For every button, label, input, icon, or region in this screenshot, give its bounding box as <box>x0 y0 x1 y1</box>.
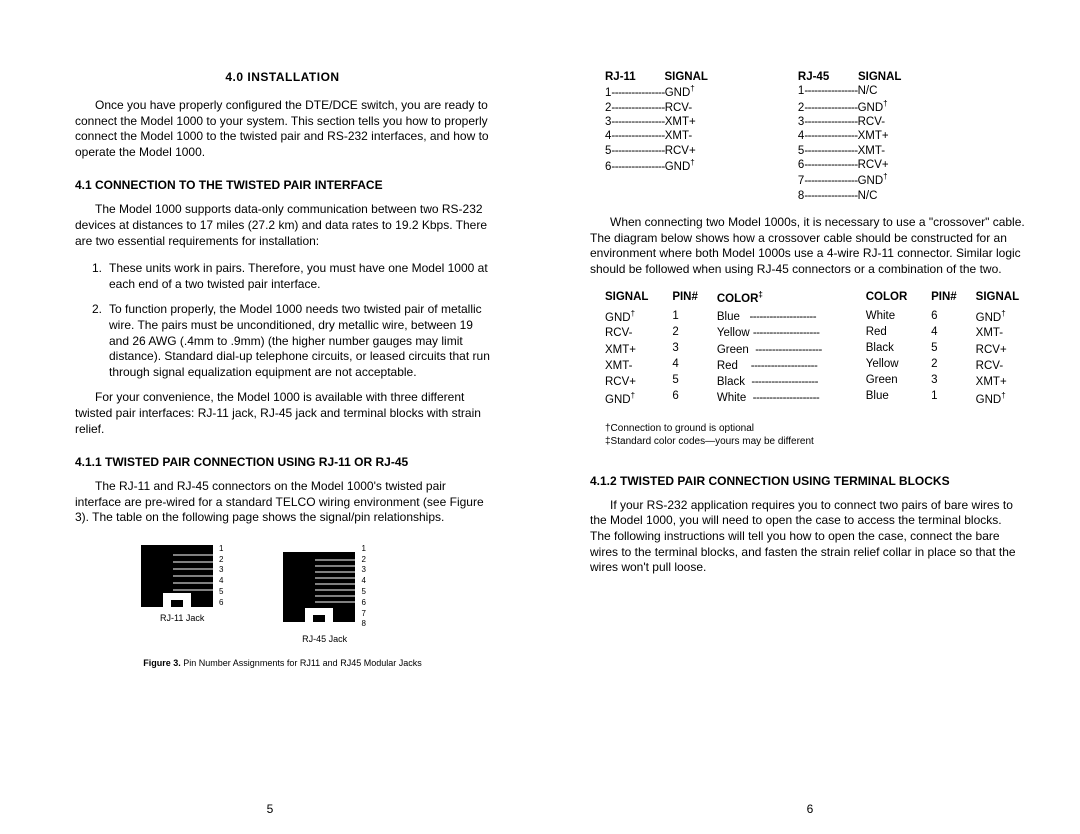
heading-412: 4.1.2 TWISTED PAIR CONNECTION USING TERM… <box>590 474 1025 488</box>
table-row: 3----------------RCV- <box>798 115 902 129</box>
table-cell: GND† <box>976 390 1025 408</box>
table-cell: RCV- <box>976 358 1025 374</box>
table-cell: GND† <box>605 308 654 326</box>
rj11-pin-numbers: 123456 <box>219 544 223 609</box>
figure-3-caption: Figure 3. Pin Number Assignments for RJ1… <box>75 658 490 668</box>
table-cell: 1 <box>931 388 958 404</box>
table-row: 7----------------GND† <box>798 172 902 188</box>
rj11-jack-figure: 123456 RJ-11 Jack <box>141 544 223 644</box>
table-cell: 6 <box>672 388 699 404</box>
page-right: RJ-11 SIGNAL 1----------------GND†2-----… <box>540 0 1080 834</box>
rj45-pin-table: RJ-45 SIGNAL 1----------------N/C2------… <box>798 70 902 203</box>
table-cell: GND† <box>605 390 654 408</box>
footnote-1: †Connection to ground is optional <box>590 422 1025 435</box>
table-cell: White -------------------- <box>717 390 848 406</box>
heading-411: 4.1.1 TWISTED PAIR CONNECTION USING RJ-1… <box>75 455 490 469</box>
table-cell: Yellow <box>866 356 913 372</box>
heading-41: 4.1 CONNECTION TO THE TWISTED PAIR INTER… <box>75 178 490 192</box>
rj45-pin-numbers: 12345678 <box>361 544 365 630</box>
table-row: 4----------------XMT- <box>605 129 708 143</box>
table-cell: Black -------------------- <box>717 374 848 390</box>
table-cell: Blue -------------------- <box>717 309 848 325</box>
table-cell: Green -------------------- <box>717 342 848 358</box>
rj45-label: RJ-45 Jack <box>283 634 365 644</box>
table-row: 3----------------XMT+ <box>605 115 708 129</box>
crossover-table: SIGNALGND†RCV-XMT+XMT-RCV+GND† PIN#12345… <box>590 289 1025 407</box>
table-cell: Green <box>866 372 913 388</box>
rj11-jack-icon <box>141 545 213 607</box>
heading-40: 4.0 INSTALLATION <box>75 70 490 84</box>
table-cell: 5 <box>672 372 699 388</box>
page-number-right: 6 <box>540 802 1080 816</box>
table-cell: 1 <box>672 308 699 324</box>
jacks-figure: 123456 RJ-11 Jack 12345678 <box>141 544 490 644</box>
table-cell: 2 <box>672 324 699 340</box>
table-row: 1----------------GND† <box>605 84 708 100</box>
table-cell: Yellow -------------------- <box>717 325 848 341</box>
table-cell: Red -------------------- <box>717 358 848 374</box>
rj11-label: RJ-11 Jack <box>141 613 223 623</box>
table-cell: 2 <box>931 356 958 372</box>
table-cell: 5 <box>931 340 958 356</box>
para-crossover: When connecting two Model 1000s, it is n… <box>590 215 1025 277</box>
rj11-pin-table: RJ-11 SIGNAL 1----------------GND†2-----… <box>605 70 708 203</box>
table-cell: XMT+ <box>605 342 654 358</box>
table-row: 6----------------GND† <box>605 158 708 174</box>
list-item-2: 2.To function properly, the Model 1000 n… <box>109 302 490 380</box>
table-cell: 4 <box>931 324 958 340</box>
table-cell: 3 <box>931 372 958 388</box>
rj45-jack-figure: 12345678 RJ-45 Jack <box>283 544 365 644</box>
table-cell: RCV- <box>605 325 654 341</box>
table-cell: GND† <box>976 308 1025 326</box>
footnote-2: ‡Standard color codes—yours may be diffe… <box>590 435 1025 448</box>
table-row: 2----------------GND† <box>798 99 902 115</box>
table-cell: 6 <box>931 308 958 324</box>
para-412: If your RS-232 application requires you … <box>590 498 1025 576</box>
table-cell: Black <box>866 340 913 356</box>
table-cell: RCV+ <box>976 342 1025 358</box>
table-cell: 3 <box>672 340 699 356</box>
table-cell: Blue <box>866 388 913 404</box>
table-cell: Red <box>866 324 913 340</box>
table-row: 5----------------XMT- <box>798 144 902 158</box>
para-41b: For your convenience, the Model 1000 is … <box>75 390 490 437</box>
table-row: 2----------------RCV- <box>605 101 708 115</box>
para-41: The Model 1000 supports data-only commun… <box>75 202 490 249</box>
table-cell: 4 <box>672 356 699 372</box>
rj45-jack-icon <box>283 552 355 622</box>
table-cell: XMT- <box>976 325 1025 341</box>
table-row: 1----------------N/C <box>798 84 902 98</box>
para-411: The RJ-11 and RJ-45 connectors on the Mo… <box>75 479 490 526</box>
table-cell: XMT- <box>605 358 654 374</box>
table-row: 5----------------RCV+ <box>605 144 708 158</box>
table-cell: XMT+ <box>976 374 1025 390</box>
list-item-1: 1.These units work in pairs. Therefore, … <box>109 261 490 292</box>
table-cell: White <box>866 308 913 324</box>
page-number-left: 5 <box>0 802 540 816</box>
para-intro: Once you have properly configured the DT… <box>75 98 490 160</box>
table-row: 4----------------XMT+ <box>798 129 902 143</box>
table-cell: RCV+ <box>605 374 654 390</box>
page-left: 4.0 INSTALLATION Once you have properly … <box>0 0 540 834</box>
table-row: 8----------------N/C <box>798 189 902 203</box>
pin-tables: RJ-11 SIGNAL 1----------------GND†2-----… <box>590 70 1025 203</box>
table-row: 6----------------RCV+ <box>798 158 902 172</box>
